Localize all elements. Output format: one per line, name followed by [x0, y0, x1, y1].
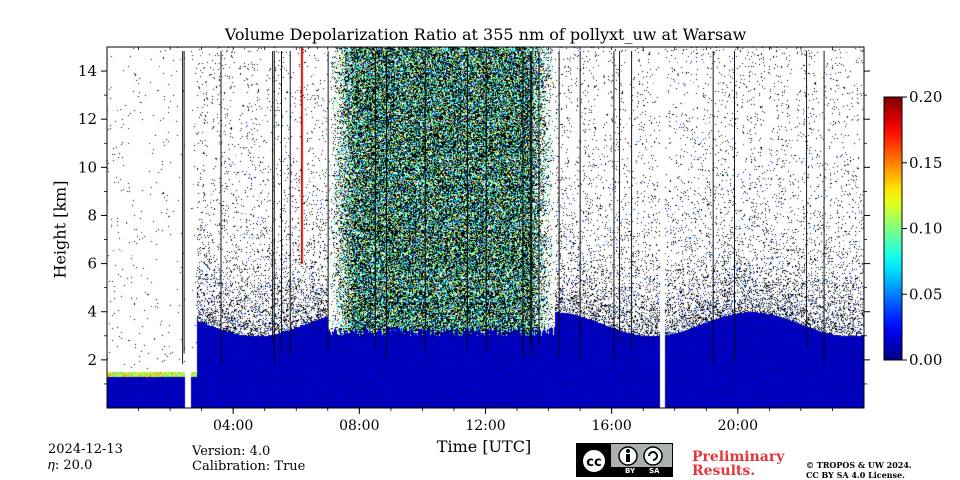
colorbar-tick-label: 0.10	[909, 220, 942, 238]
x-tick-label: 16:00	[591, 418, 631, 434]
cc-license-badge: cc BY SA	[576, 443, 673, 477]
footer-eta: 𝜂: 20.0	[48, 458, 93, 473]
footer-calibration: Calibration: True	[192, 459, 306, 474]
heatmap-field	[107, 47, 864, 408]
y-tick-label: 10	[78, 158, 97, 176]
x-tick-label: 12:00	[465, 418, 505, 434]
colorbar-tick-label: 0.15	[909, 154, 942, 172]
cc-text: cc	[586, 455, 601, 470]
y-tick-label: 12	[78, 110, 97, 128]
x-tick-label: 04:00	[213, 418, 253, 434]
colorbar	[883, 96, 903, 361]
copyright-line2: CC BY SA 4.0 License.	[806, 470, 905, 480]
colorbar-tick-label: 0.20	[909, 88, 942, 106]
chart-axes: 04:00 08:00 12:00 16:00 20:00 2 4 6 8 10 12 14 0.00 0…	[78, 46, 942, 434]
y-tick-label: 4	[87, 303, 97, 321]
y-axis-label: Height [km]	[50, 180, 70, 279]
copyright-line1: © TROPOS & UW 2024.	[806, 460, 912, 470]
x-tick-label: 20:00	[718, 418, 758, 434]
footer-date: 2024-12-13	[48, 442, 123, 457]
colorbar-tick-label: 0.00	[909, 351, 942, 369]
colorbar-tick-label: 0.05	[909, 285, 942, 303]
heatmap-raster	[107, 47, 864, 408]
preliminary-line1: Preliminary	[692, 449, 785, 465]
y-tick-label: 14	[78, 62, 97, 80]
by-sa-icon	[618, 446, 663, 466]
cc-sa-label: SA	[649, 467, 660, 475]
y-tick-label: 8	[87, 206, 97, 224]
preliminary-line2: Results.	[692, 463, 756, 479]
y-tick-label: 2	[87, 351, 97, 369]
chart-title: Volume Depolarization Ratio at 355 nm of…	[224, 25, 747, 44]
footer-version: Version: 4.0	[192, 444, 271, 459]
x-axis-label: Time [UTC]	[436, 437, 532, 456]
x-tick-label: 08:00	[339, 418, 379, 434]
cc-logo-icon: cc	[577, 444, 611, 476]
cc-by-label: BY	[625, 467, 636, 475]
y-tick-label: 6	[87, 255, 97, 273]
